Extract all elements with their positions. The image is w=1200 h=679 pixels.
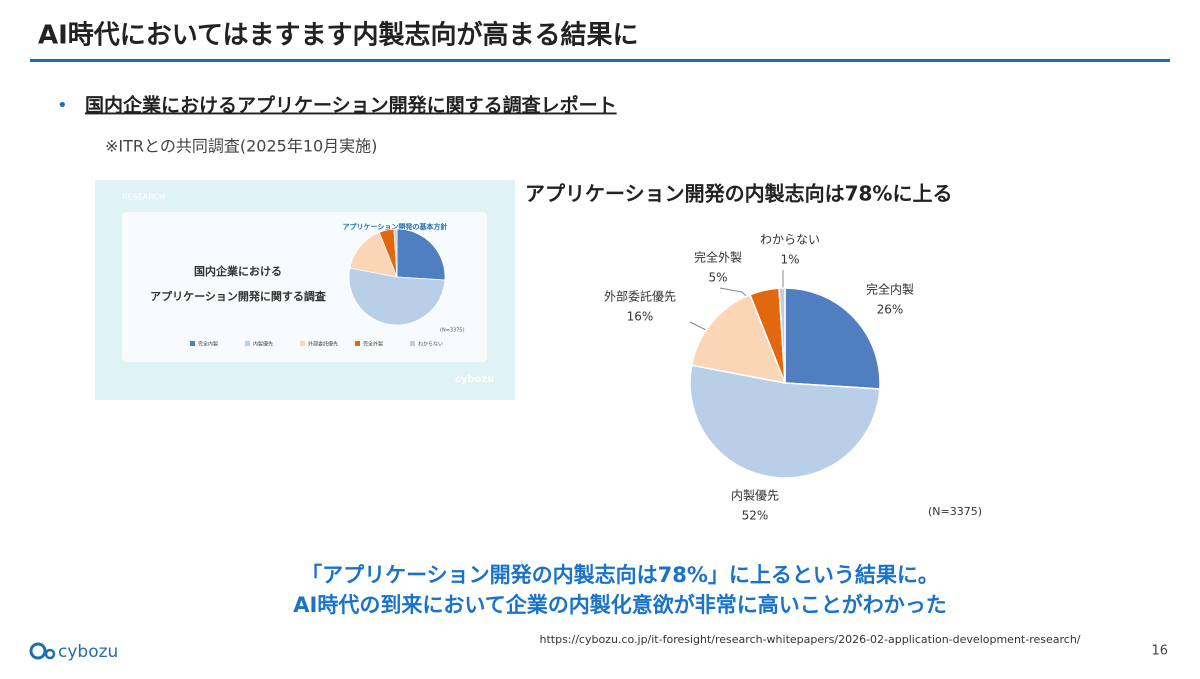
thumb-chart-title: アプリケーション開発の基本方針: [343, 222, 448, 231]
slice-value: 52%: [742, 509, 769, 523]
thumb-legend-label: 完全内製: [198, 341, 218, 348]
thumb-legend-swatch: [190, 341, 195, 346]
slice-label: 内製優先: [731, 489, 779, 503]
slice-value: 1%: [780, 253, 799, 267]
bullet-note: ※ITRとの共同調査(2025年10月実施): [105, 137, 377, 156]
thumb-legend-label: 完全外製: [363, 341, 383, 348]
slide-title: AI時代においてはますます内製志向が高まる結果に: [38, 20, 639, 51]
pie-slice: [689, 364, 881, 479]
thumb-logo: cybozu: [455, 374, 494, 385]
pie-slice: [396, 228, 446, 281]
thumb-legend-label: 内製優先: [253, 341, 273, 348]
bullet-dot: •: [57, 95, 68, 116]
footer-logo: cybozu: [58, 642, 118, 662]
slice-value: 16%: [627, 310, 654, 324]
thumb-legend-swatch: [245, 341, 250, 346]
page-number: 16: [1151, 644, 1168, 659]
pie-slice: [690, 293, 787, 384]
thumb-legend-label: わからない: [418, 341, 443, 348]
pie-slice: [349, 231, 398, 278]
logo-icon: [44, 648, 56, 660]
pie-slice: [393, 228, 398, 278]
thumb-legend-label: 外部委託優先: [308, 341, 338, 348]
thumb-legend-swatch: [410, 341, 415, 346]
slice-label: わからない: [760, 233, 820, 247]
chart-note: (N=3375): [928, 505, 982, 518]
source-url: https://cybozu.co.jp/it-foresight/resear…: [539, 633, 1080, 646]
slice-value: 5%: [708, 271, 727, 285]
thumb-legend-swatch: [355, 341, 360, 346]
slice-label: 完全内製: [866, 282, 914, 297]
bullet-text: 国内企業におけるアプリケーション開発に関する調査レポート: [85, 94, 617, 117]
title-rule: [30, 59, 1170, 62]
logo-icon: [29, 642, 47, 660]
conclusion: AI時代の到来において企業の内製化意欲が非常に高いことがわかった: [293, 593, 946, 617]
pie-slice: [348, 267, 446, 326]
conclusion: 「アプリケーション開発の内製志向は78%」に上るという結果に。: [301, 563, 939, 587]
pie-slice: [784, 287, 881, 390]
chart-title: アプリケーション開発の内製志向は78%に上る: [525, 182, 952, 206]
thumb-note: (N=3375): [440, 328, 465, 334]
thumb-legend-swatch: [300, 341, 305, 346]
thumb-title: 国内企業における: [194, 264, 282, 278]
slice-label: 完全外製: [694, 250, 742, 265]
pie-slice: [778, 287, 786, 384]
slice-value: 26%: [877, 303, 904, 317]
thumb-label: RESEARCH: [122, 193, 165, 202]
slice-label: 外部委託優先: [604, 289, 676, 304]
thumb-title: アプリケーション開発に関する調査: [150, 289, 326, 303]
